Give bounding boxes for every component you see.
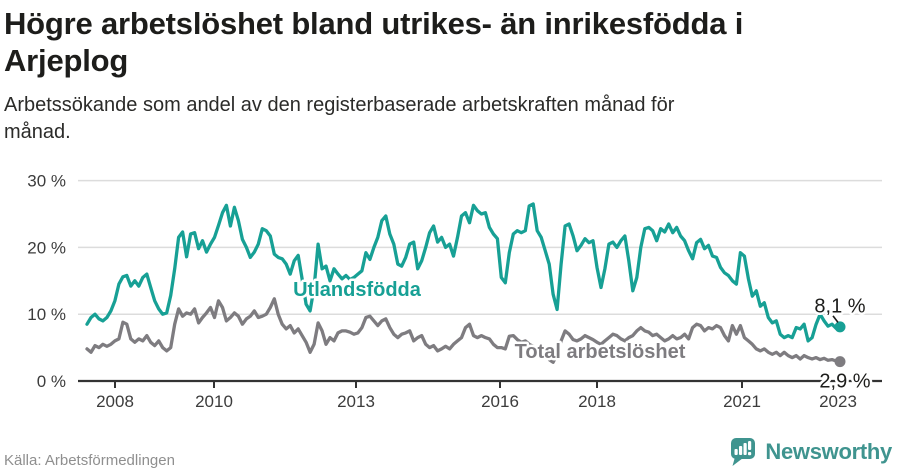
series-end-dot-utlandsfodda <box>834 321 846 333</box>
y-tick-label: 30 % <box>27 172 66 191</box>
page-title-line1: Högre arbetslöshet bland utrikes- än inr… <box>4 6 744 41</box>
newsworthy-logo: Newsworthy <box>728 436 892 468</box>
x-tick-label: 2021 <box>723 392 761 411</box>
series-end-dot-total <box>834 356 846 368</box>
series-label-total: Total arbetslöshet <box>515 341 686 363</box>
x-tick-label: 2010 <box>195 392 233 411</box>
logo-bar-tall <box>743 443 748 455</box>
chart-subtitle: Arbetssökande som andel av den registerb… <box>4 92 884 146</box>
logo-exclamation-stem <box>748 441 752 450</box>
y-tick-label: 10 % <box>27 305 66 324</box>
newsworthy-logo-icon <box>731 438 756 466</box>
chart-subtitle-line1: Arbetssökande som andel av den registerb… <box>4 94 675 116</box>
x-tick-label: 2008 <box>96 392 134 411</box>
chart-subtitle-line2: månad. <box>4 121 71 143</box>
series-line-utlandsfodda <box>85 202 842 343</box>
annotation-connector <box>832 315 839 323</box>
y-tick-label: 0 % <box>37 372 66 391</box>
logo-exclamation-dot <box>748 452 752 456</box>
x-tick-label: 2023 <box>819 392 857 411</box>
newsworthy-wordmark: Newsworthy <box>765 439 892 464</box>
series-label-utlandsfodda: Utlandsfödda <box>293 279 422 301</box>
end-value-label-utlandsfodda: 8,1 % <box>814 295 865 317</box>
x-tick-label: 2013 <box>337 392 375 411</box>
series-line-total <box>85 297 842 364</box>
y-tick-label: 20 % <box>27 238 66 257</box>
end-value-label-total: 2,9 % <box>819 371 870 393</box>
x-tick-label: 2016 <box>481 392 519 411</box>
x-tick-label: 2018 <box>578 392 616 411</box>
page-title-line2: Arjeplog <box>4 43 129 78</box>
page-title: Högre arbetslöshet bland utrikes- än inr… <box>4 5 884 79</box>
logo-bar-small <box>734 449 739 455</box>
logo-bar-medium <box>739 446 743 455</box>
source-note: Källa: Arbetsförmedlingen <box>4 452 175 469</box>
